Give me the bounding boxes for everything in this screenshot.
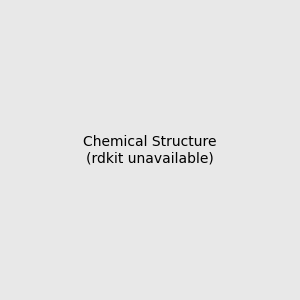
Text: Chemical Structure
(rdkit unavailable): Chemical Structure (rdkit unavailable) bbox=[83, 135, 217, 165]
